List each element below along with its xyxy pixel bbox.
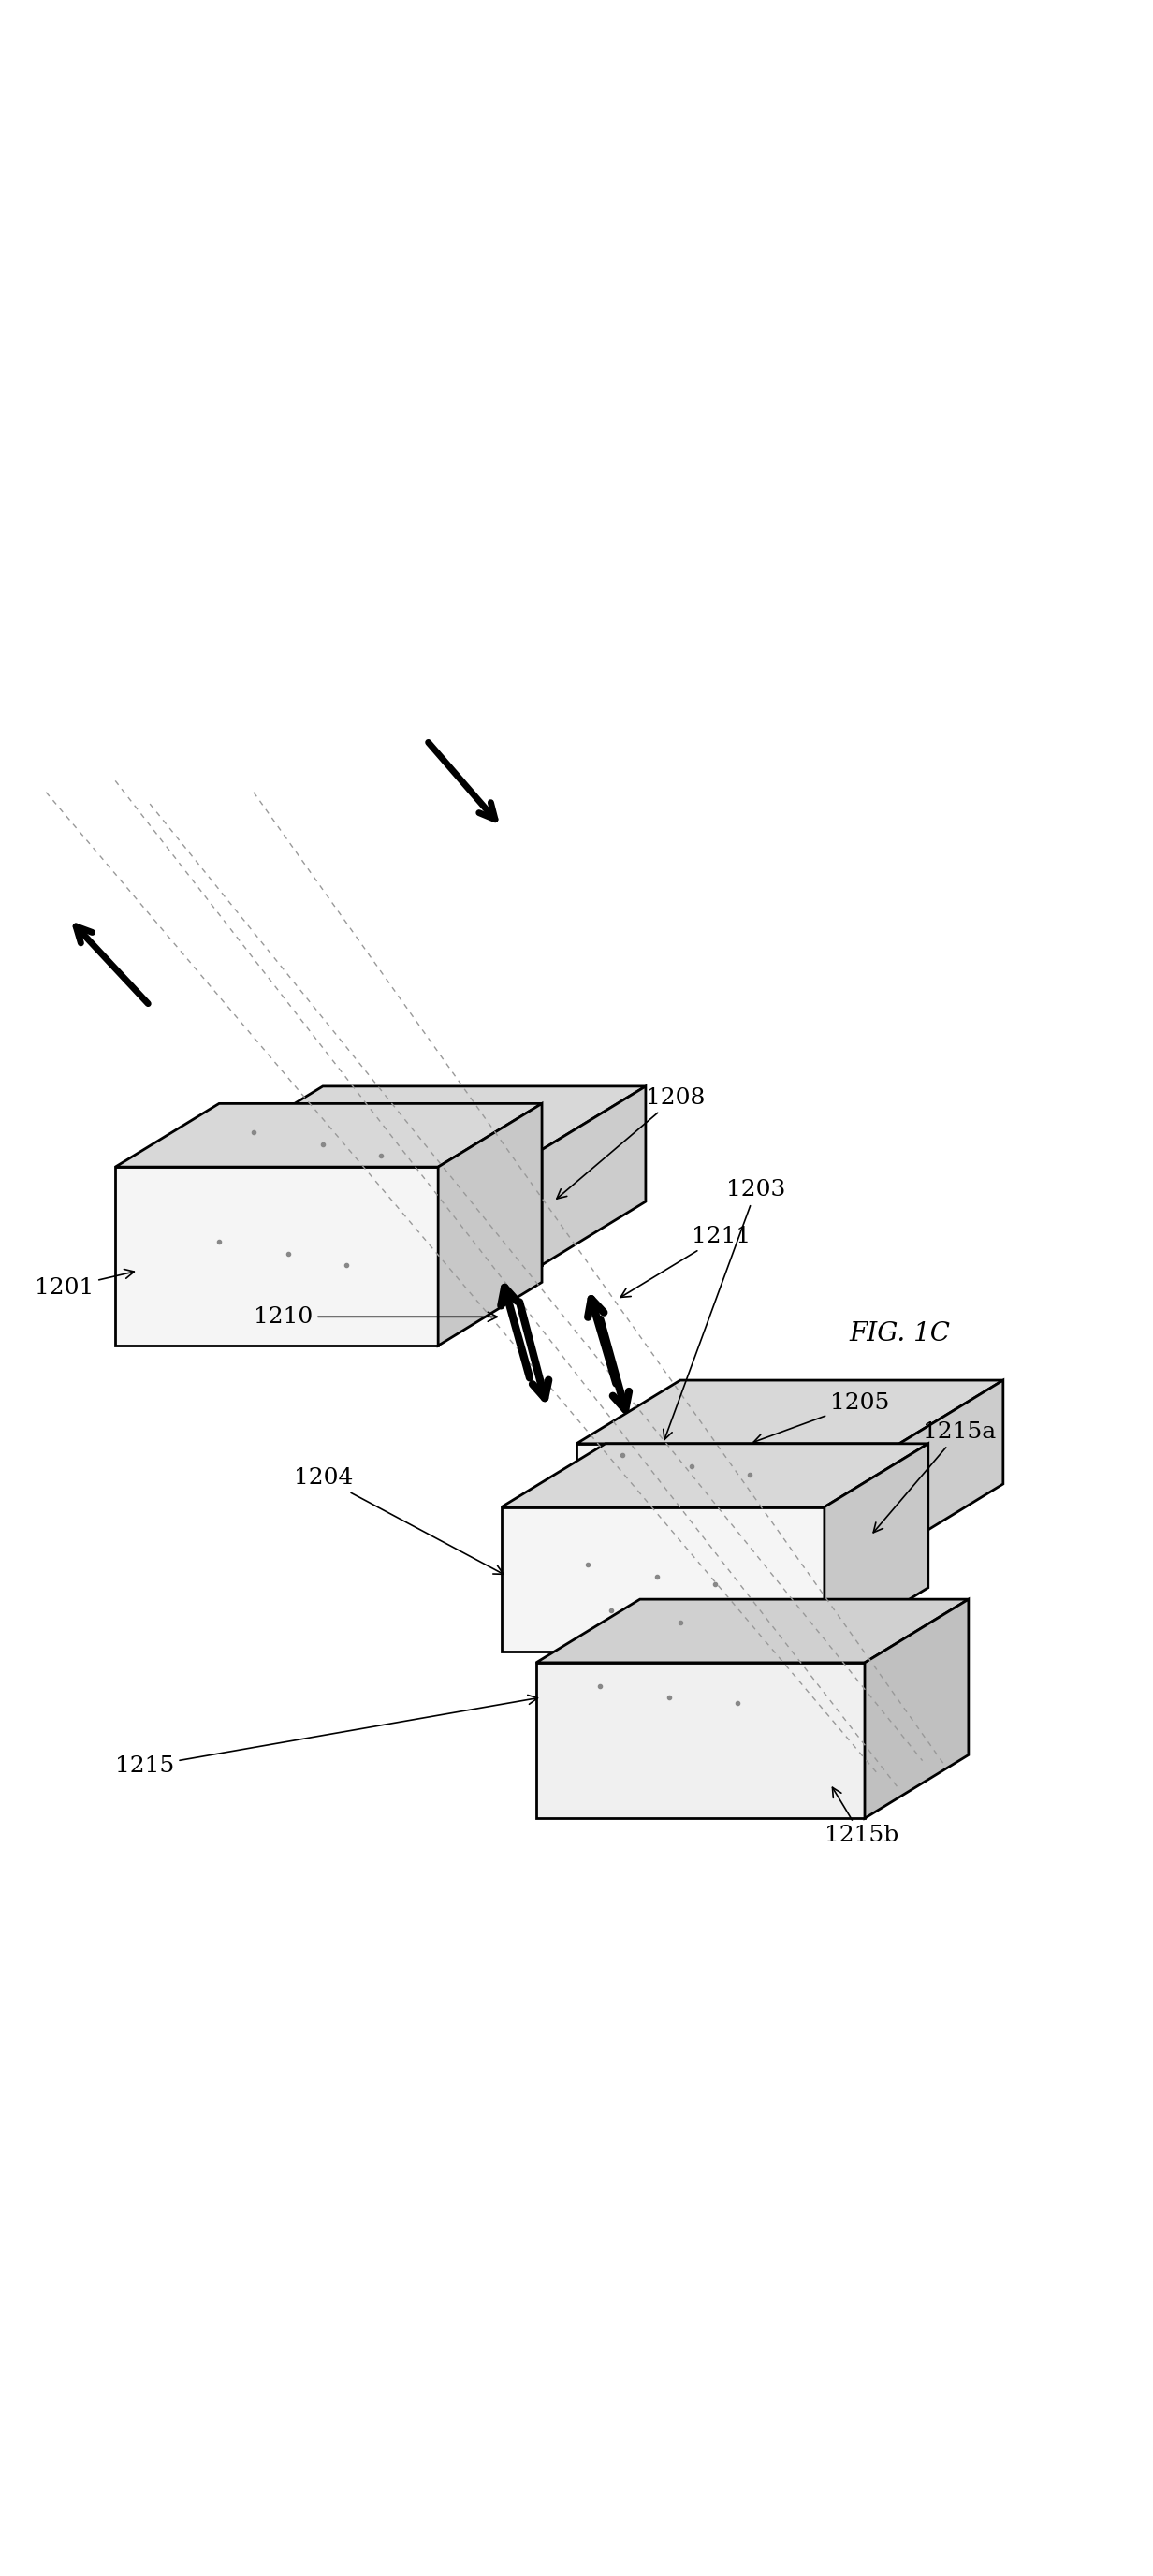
Polygon shape <box>536 1600 969 1662</box>
Text: 1215: 1215 <box>115 1695 537 1777</box>
Text: 1215b: 1215b <box>824 1788 898 1847</box>
Text: 1203: 1203 <box>663 1180 785 1440</box>
Text: 1210: 1210 <box>254 1306 497 1327</box>
Polygon shape <box>115 1167 438 1345</box>
Polygon shape <box>219 1087 646 1149</box>
Polygon shape <box>824 1443 928 1651</box>
Text: 1201: 1201 <box>35 1270 134 1298</box>
Polygon shape <box>576 1381 1003 1443</box>
Text: 1215a: 1215a <box>873 1422 996 1533</box>
Polygon shape <box>542 1087 646 1265</box>
Polygon shape <box>502 1507 824 1651</box>
Polygon shape <box>219 1149 542 1265</box>
Polygon shape <box>536 1662 865 1819</box>
Text: FIG. 1C: FIG. 1C <box>849 1321 950 1347</box>
Polygon shape <box>576 1443 899 1548</box>
Polygon shape <box>865 1600 969 1819</box>
Polygon shape <box>438 1103 542 1345</box>
Text: 1208: 1208 <box>557 1087 704 1198</box>
Text: 1211: 1211 <box>620 1226 751 1298</box>
Polygon shape <box>899 1381 1003 1548</box>
Text: 1205: 1205 <box>754 1394 889 1443</box>
Text: 1204: 1204 <box>294 1468 504 1574</box>
Polygon shape <box>502 1443 928 1507</box>
Polygon shape <box>115 1103 542 1167</box>
